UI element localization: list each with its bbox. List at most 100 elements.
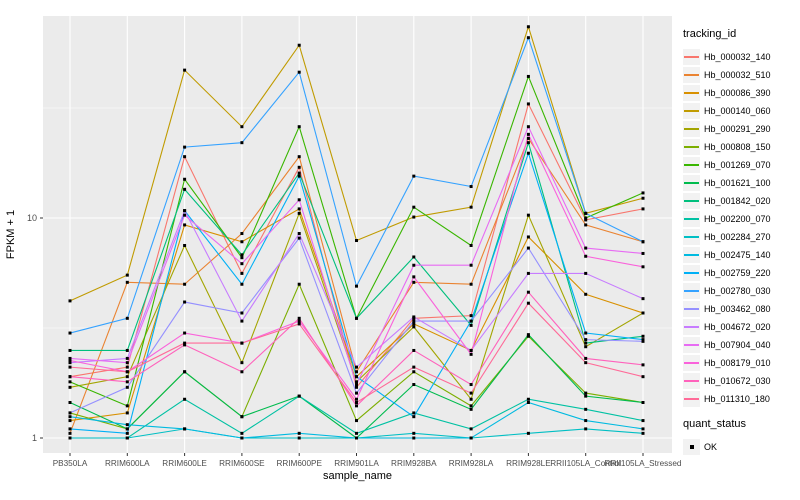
data-point [297, 174, 301, 178]
legend-key-icon [683, 85, 700, 101]
data-point [355, 436, 358, 440]
data-point [183, 427, 187, 431]
legend-key-icon [683, 211, 700, 227]
data-point [240, 311, 244, 315]
data-point [183, 155, 187, 159]
legend-label: Hb_002475_140 [704, 250, 771, 260]
data-point [469, 185, 473, 189]
data-point [526, 36, 530, 40]
legend-item: Hb_002759_220 [683, 264, 798, 282]
legend-line-icon [684, 218, 699, 220]
legend-line-icon [684, 128, 699, 130]
data-point [125, 316, 129, 320]
legend-item: Hb_000808_150 [683, 138, 798, 156]
data-point [297, 232, 301, 236]
legend-line-icon [684, 326, 699, 328]
legend-line-icon [684, 110, 699, 112]
data-point [412, 275, 416, 279]
data-point [183, 343, 187, 347]
data-point [641, 191, 645, 195]
data-point [641, 207, 645, 211]
data-point [412, 415, 416, 419]
legend-key-icon [683, 301, 700, 317]
data-point [355, 431, 358, 435]
data-point [183, 243, 187, 247]
data-point [68, 375, 72, 379]
data-point [68, 359, 72, 363]
legend-line-icon [684, 164, 699, 166]
data-point [641, 427, 645, 431]
x-axis-title: sample_name [323, 470, 392, 482]
data-point [469, 323, 473, 327]
data-point [125, 380, 129, 384]
data-point [240, 125, 244, 129]
data-point [240, 253, 244, 257]
data-point [412, 325, 416, 329]
data-point [355, 239, 358, 243]
line-chart: 1 10 PB350LA RRIM600LA RRIM600LE RRIM600SE RRI… [5, 16, 682, 482]
legend-item: Hb_001269_070 [683, 156, 798, 174]
legend-line-icon [684, 344, 699, 346]
data-point [469, 319, 473, 323]
x-tick-label: RRIM600LE [162, 459, 207, 468]
legend-key-icon [683, 103, 700, 119]
data-point [412, 280, 416, 284]
legend-label: Hb_002200_070 [704, 214, 771, 224]
data-point [584, 394, 588, 398]
legend-line-icon [684, 182, 699, 184]
data-point [297, 207, 301, 211]
data-point [641, 363, 645, 367]
data-point [469, 205, 473, 209]
x-tick-label: RRIM600LA [105, 459, 150, 468]
data-point [125, 365, 129, 369]
legend-label: Hb_003462_080 [704, 304, 771, 314]
legend-key-icon [683, 247, 700, 263]
x-tick-label: RRIM928LA [449, 459, 494, 468]
data-point [68, 427, 72, 431]
data-point [469, 397, 473, 401]
data-point [68, 419, 72, 423]
data-point [412, 431, 416, 435]
data-point [68, 385, 72, 389]
data-point [68, 299, 72, 303]
data-point [68, 365, 72, 369]
data-point [584, 345, 588, 349]
data-point [469, 352, 473, 356]
data-point [240, 240, 244, 244]
data-point [469, 436, 473, 440]
data-point [355, 419, 358, 423]
data-point [297, 43, 301, 47]
quant-legend-item: OK [683, 438, 798, 456]
data-point [469, 243, 473, 247]
legend-line-icon [684, 272, 699, 274]
legend-label: Hb_002284_270 [704, 232, 771, 242]
data-point [641, 431, 645, 435]
legend-item: Hb_011310_180 [683, 390, 798, 408]
data-point [125, 427, 129, 431]
data-point [584, 254, 588, 258]
legend-key-icon [683, 67, 700, 83]
data-point [68, 415, 72, 419]
data-point [240, 319, 244, 323]
x-tick-label: PB350LA [53, 459, 88, 468]
data-point [584, 356, 588, 360]
data-point [125, 375, 129, 379]
data-point [297, 171, 301, 175]
legend-key-icon [683, 157, 700, 173]
data-point [526, 141, 530, 145]
data-point [297, 322, 301, 326]
data-point [526, 246, 530, 250]
legend-line-icon [684, 236, 699, 238]
data-point [584, 419, 588, 423]
data-point [297, 282, 301, 286]
data-point [526, 102, 530, 106]
data-point [240, 370, 244, 374]
data-point [183, 187, 187, 191]
legend-item: Hb_002284_270 [683, 228, 798, 246]
data-point [526, 301, 530, 305]
data-point [297, 236, 301, 240]
data-point [526, 397, 530, 401]
data-point [183, 177, 187, 181]
legend-key-icon [683, 121, 700, 137]
